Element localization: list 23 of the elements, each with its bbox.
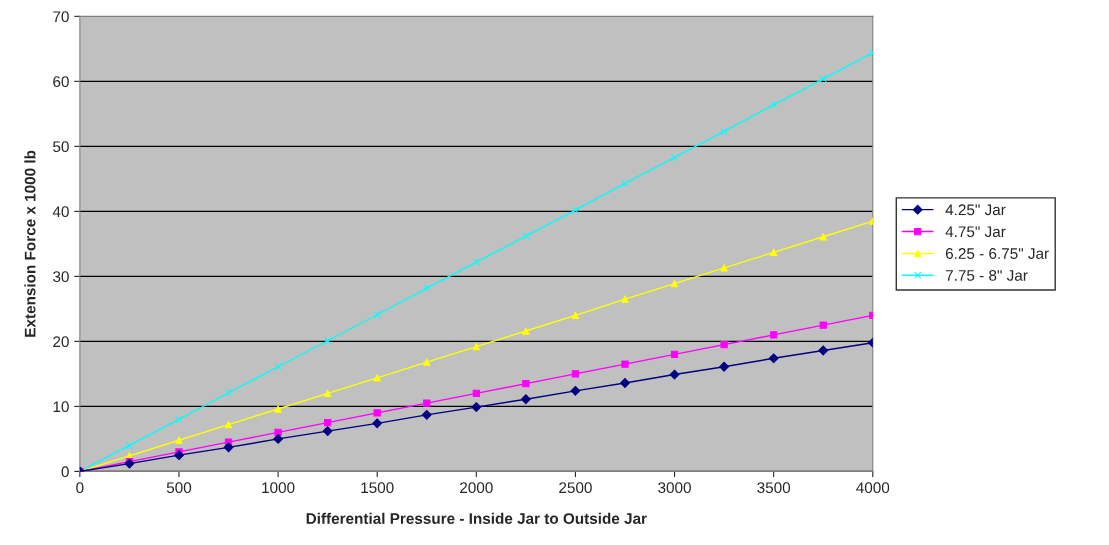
y-tick-label: 60 [53, 76, 69, 88]
legend-label: 7.75 - 8" Jar [945, 269, 1028, 281]
y-axis-title: Extension Force x 1000 lb [24, 150, 36, 337]
legend-label: 4.75" Jar [945, 226, 1006, 238]
x-tick-label: 2000 [460, 482, 493, 494]
x-tick-label: 0 [76, 482, 84, 494]
y-tick-label: 40 [52, 206, 69, 218]
y-tick-label: 70 [53, 11, 69, 23]
x-tick-label: 1000 [262, 482, 295, 494]
legend-label: 6.25 - 6.75" Jar [945, 248, 1049, 259]
x-tick-label: 500 [166, 482, 192, 494]
x-tick-label: 4000 [856, 482, 890, 494]
x-axis-title: Differential Pressure - Inside Jar to Outside Jar [306, 512, 647, 524]
y-tick-label: 50 [53, 141, 69, 153]
y-tick-label: 20 [53, 336, 69, 348]
x-tick-label: 1500 [361, 482, 394, 494]
legend-label: 4.25" Jar [945, 204, 1006, 216]
y-tick-label: 0 [61, 466, 69, 478]
y-tick-label: 10 [53, 401, 69, 413]
y-tick-label: 30 [53, 271, 69, 283]
x-tick-label: 2500 [559, 482, 592, 494]
x-tick-label: 3500 [757, 482, 791, 494]
x-tick-label: 3000 [658, 482, 691, 494]
